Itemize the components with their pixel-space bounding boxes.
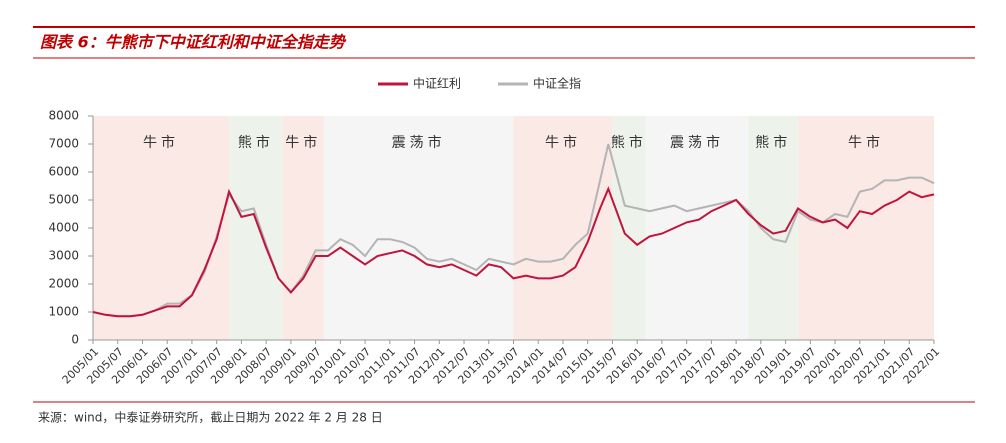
y-tick-label: 6000 [48, 165, 79, 179]
y-tick-label: 7000 [48, 137, 79, 151]
y-tick-label: 3000 [48, 249, 79, 263]
legend-label: 中证全指 [533, 76, 581, 91]
y-tick-label: 2000 [48, 277, 79, 291]
region-label: 震荡市 [670, 134, 724, 151]
region-label: 牛市 [285, 134, 321, 151]
y-tick-label: 5000 [48, 193, 79, 207]
region-shade [93, 116, 230, 340]
y-tick-label: 0 [71, 333, 79, 347]
chart-title: 图表 6：牛熊市下中证红利和中证全指走势 [40, 33, 347, 52]
region-label: 熊市 [611, 134, 647, 151]
region-shade [645, 116, 749, 340]
plot-area [93, 116, 934, 340]
region-shade [229, 116, 283, 340]
region-label: 牛市 [143, 134, 179, 151]
region-shade [748, 116, 798, 340]
region-label: 熊市 [238, 134, 274, 151]
region-shade [612, 116, 646, 340]
region-shade [323, 116, 514, 340]
source: 来源：wind，中泰证券研究所，截止日期为 2022 年 2 月 28 日 [38, 410, 383, 425]
y-tick-label: 4000 [48, 221, 79, 235]
series-line [92, 186, 935, 318]
region-shade [513, 116, 613, 340]
y-tick-label: 1000 [48, 305, 79, 319]
legend-label: 中证红利 [413, 76, 461, 91]
region-label: 牛市 [545, 134, 581, 151]
region-label: 震荡市 [392, 134, 446, 151]
region-shade [797, 116, 934, 340]
region-label: 牛市 [848, 134, 884, 151]
y-tick-label: 8000 [48, 109, 79, 123]
region-label: 熊市 [755, 134, 791, 151]
region-shade [282, 116, 324, 340]
